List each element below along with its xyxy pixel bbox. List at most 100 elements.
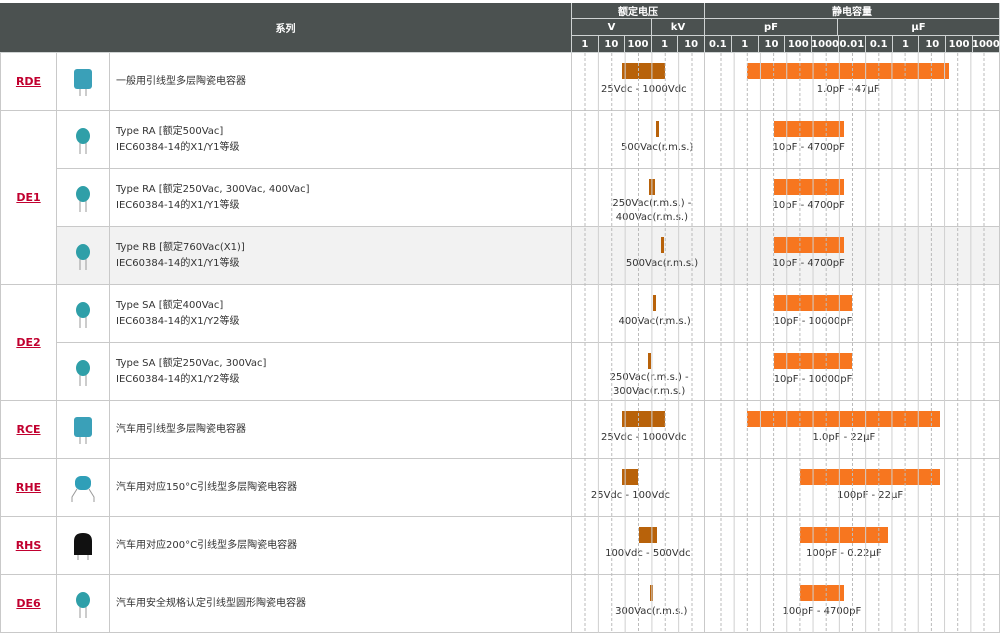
series-link-de2[interactable]: DE2 (0, 285, 57, 401)
description-line: IEC60384-14的X1/Y1等级 (116, 141, 240, 153)
v-tick-label: 100 (625, 36, 652, 53)
disc-teal-capacitor-icon (57, 285, 110, 343)
voltage-range-label: 100Vdc - 500Vdc (605, 547, 691, 561)
product-description[interactable]: 汽车用引线型多层陶瓷电容器 (110, 401, 572, 459)
disc-teal-capacitor-icon (57, 343, 110, 401)
product-description[interactable]: 汽车用对应200°C引线型多层陶瓷电容器 (110, 517, 572, 575)
voltage-label-line: 100Vdc - 500Vdc (605, 548, 691, 559)
capacitance-range-label: 100pF - 0.22µF (806, 548, 882, 559)
c-tick-label: 0.1 (865, 36, 893, 53)
rect-teal-capacitor-icon (57, 53, 110, 111)
description-line: 汽车用引线型多层陶瓷电容器 (116, 423, 246, 435)
series-link-rce[interactable]: RCE (0, 401, 57, 459)
description-line: Type SA [额定250Vac, 300Vac] (116, 357, 267, 369)
description-line: 汽车用对应200°C引线型多层陶瓷电容器 (116, 539, 298, 551)
description-line: IEC60384-14的X1/Y1等级 (116, 257, 240, 269)
c-tick-label: 1 (731, 36, 759, 53)
description-line: 汽车用对应150°C引线型多层陶瓷电容器 (116, 481, 298, 493)
series-link-rhs[interactable]: RHS (0, 517, 57, 575)
c-tick-label: 1 (892, 36, 920, 53)
description-line: 一般用引线型多层陶瓷电容器 (116, 75, 246, 87)
description-line: Type RA [额定250Vac, 300Vac, 400Vac] (116, 183, 310, 195)
v-tick-label: 1 (572, 36, 599, 53)
c-tick-label: 10 (758, 36, 786, 53)
description-line: Type SA [额定400Vac] (116, 299, 224, 311)
v-tick-label: 1 (651, 36, 679, 53)
bent-lead-teal-capacitor-icon (57, 459, 110, 517)
series-link-de1[interactable]: DE1 (0, 111, 57, 285)
description-line: 汽车用安全规格认定引线型圆形陶瓷电容器 (116, 597, 306, 609)
capacitance-range-label: 10pF - 4700pF (772, 200, 845, 211)
product-description[interactable]: 汽车用安全规格认定引线型圆形陶瓷电容器 (110, 575, 572, 633)
voltage-cell (572, 285, 705, 343)
c-tick-label: 1000 (811, 36, 839, 53)
voltage-range-bar (647, 353, 651, 369)
voltage-range-label: 250Vac(r.m.s.) - 300Vac(r.m.s.) (610, 371, 689, 399)
voltage-label-line: 300Vac(r.m.s.) (613, 386, 686, 397)
voltage-range-bar (622, 469, 639, 485)
capacitance-range-label: 10pF - 4700pF (772, 142, 845, 153)
disc-teal-capacitor-icon (57, 169, 110, 227)
product-description[interactable]: 汽车用对应150°C引线型多层陶瓷电容器 (110, 459, 572, 517)
voltage-cell (572, 575, 705, 633)
product-description[interactable]: Type RA [额定500Vac] IEC60384-14的X1/Y1等级 (110, 111, 572, 169)
description-line: IEC60384-14的X1/Y1等级 (116, 199, 240, 211)
capacitance-range-label: 10pF - 4700pF (772, 258, 845, 269)
voltage-range-label: 400Vac(r.m.s.) (618, 315, 690, 329)
description-line: IEC60384-14的X1/Y2等级 (116, 373, 240, 385)
voltage-range-label: 25Vdc - 1000Vdc (601, 83, 687, 97)
disc-teal-capacitor-icon (57, 111, 110, 169)
voltage-label-line: 25Vdc - 1000Vdc (601, 84, 687, 95)
voltage-range-label: 300Vac(r.m.s.) (615, 605, 687, 619)
voltage-range-label: 500Vac(r.m.s.) (626, 257, 698, 271)
voltage-label-line: 25Vdc - 100Vdc (590, 490, 671, 501)
voltage-range-bar (655, 121, 659, 137)
header-capacitance: 静电容量 (705, 3, 1000, 19)
capacitance-range-bar (747, 63, 950, 79)
capacitance-range-label: 1.0pF - 22µF (812, 432, 876, 443)
header-voltage: 额定电压 (572, 3, 705, 19)
voltage-cell (572, 459, 705, 517)
header-v-unit: V (572, 19, 652, 36)
black-capacitor-icon (57, 517, 110, 575)
c-tick-label: 0.1 (705, 36, 732, 53)
capacitance-range-label: 1.0pF - 47µF (816, 84, 880, 95)
voltage-range-label: 500Vac(r.m.s.) (621, 141, 693, 155)
chart-grid (584, 53, 985, 633)
voltage-range-bar (649, 585, 653, 601)
voltage-range-bar (622, 411, 666, 427)
voltage-label-line: 25Vdc - 1000Vdc (601, 432, 687, 443)
voltage-range-bar (622, 63, 666, 79)
series-link-de6[interactable]: DE6 (0, 575, 57, 633)
voltage-label-line: 250Vac(r.m.s.) - (609, 372, 689, 383)
disc-teal-capacitor-icon (57, 227, 110, 285)
product-description[interactable]: Type RB [额定760Vac(X1)] IEC60384-14的X1/Y1等… (110, 227, 572, 285)
voltage-range-label: 25Vdc - 1000Vdc (601, 431, 687, 445)
description-line: IEC60384-14的X1/Y2等级 (116, 315, 240, 327)
v-tick-label: 10 (678, 36, 705, 53)
product-description[interactable]: 一般用引线型多层陶瓷电容器 (110, 53, 572, 111)
voltage-label-line: 500Vac(r.m.s.) (625, 258, 699, 269)
header-kv-unit: kV (652, 19, 705, 36)
voltage-range-bar (660, 237, 664, 253)
c-tick-label: 100 (785, 36, 813, 53)
voltage-range-bar (653, 295, 657, 311)
series-link-rde[interactable]: RDE (0, 53, 57, 111)
product-description[interactable]: Type SA [额定250Vac, 300Vac] IEC60384-14的X1… (110, 343, 572, 401)
voltage-range-label: 25Vdc - 100Vdc (591, 489, 670, 503)
header-uf-unit: µF (838, 19, 1000, 36)
rect-teal-capacitor-icon (57, 401, 110, 459)
voltage-range-bar (638, 527, 658, 543)
c-tick-label: 0.01 (839, 36, 866, 53)
series-link-rhe[interactable]: RHE (0, 459, 57, 517)
product-description[interactable]: Type RA [额定250Vac, 300Vac, 400Vac] IEC603… (110, 169, 572, 227)
product-description[interactable]: Type SA [额定400Vac] IEC60384-14的X1/Y2等级 (110, 285, 572, 343)
voltage-label-line: 400Vac(r.m.s.) (618, 316, 691, 327)
v-tick-label: 10 (598, 36, 626, 53)
description-line: Type RB [额定760Vac(X1)] (116, 241, 245, 253)
header-pf-unit: pF (705, 19, 838, 36)
description-line: Type RA [额定500Vac] (116, 125, 224, 137)
capacitance-range-label: 100pF - 4700pF (782, 606, 862, 617)
voltage-label-line: 500Vac(r.m.s.) (621, 142, 694, 153)
